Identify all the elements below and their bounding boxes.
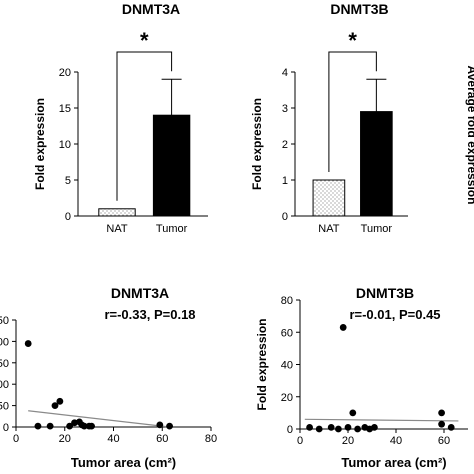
bar [312,179,346,217]
data-point [339,324,347,331]
panel-subtitle: r=-0.33, P=0.18 [104,307,195,322]
data-point [447,423,455,431]
x-tick-label: 0 [13,433,19,445]
bar [152,114,191,217]
y-tick-label: 20 [281,392,293,404]
y-tick-label: 10 [59,139,71,151]
data-point [438,420,445,428]
regression-line [304,418,459,422]
y-tick-label: 2 [282,139,288,151]
y-axis: 0 50 100 150 200 250 [0,315,17,434]
y-tick-label: 200 [0,336,9,348]
x-tick-label: NAT [106,223,127,235]
data-point [349,409,357,417]
panel-title: DNMT3A [122,1,180,17]
data-point [66,422,74,430]
panel-title: DNMT3B [330,1,388,17]
panel-title: DNMT3B [356,285,414,301]
data-point [354,425,361,433]
regression-line [28,410,170,428]
x-tick-label: Tumor [361,223,393,235]
y-tick-label: 50 [0,401,9,413]
y-tick-label: 20 [59,67,71,79]
y-tick-label: 0 [282,211,288,223]
data-point [438,409,445,417]
y-tick-label: 100 [0,379,9,391]
y-tick-label: 80 [281,295,293,307]
y-axis-label: Fold expression [33,98,47,190]
data-point [306,423,313,431]
x-tick-label: Tumor [156,223,188,235]
x-tick-label: 0 [297,435,303,447]
data-point [46,422,54,430]
x-tick-label: NAT [318,223,339,235]
y-tick-label: 4 [282,67,288,79]
data-point [34,422,42,430]
data-point [315,425,323,433]
y-tick-label: 40 [281,360,293,372]
data-point [156,421,164,429]
y-tick-label: 0 [65,211,71,223]
x-axis-label: Tumor area (cm²) [71,455,176,470]
y-tick-label: 0 [287,424,293,436]
data-point [51,402,59,409]
y-tick-label: 0 [3,422,9,434]
data-point [327,423,335,431]
y-tick-label: 1 [282,175,288,187]
data-point [80,422,88,430]
data-point [335,425,342,433]
significance-marker: * [348,28,357,53]
y-tick-label: 250 [0,315,9,327]
y-axis-label-clipped: Average fold expression [465,66,474,205]
x-axis-label: Tumor area (cm²) [341,455,446,470]
x-tick-label: 60 [156,433,168,445]
x-tick-label: 60 [438,435,450,447]
x-tick-label: 20 [342,435,354,447]
y-axis-label: Fold expression [250,98,264,190]
panel-subtitle: r=-0.01, P=0.45 [349,307,440,322]
bar [360,111,393,217]
data-point [88,422,95,430]
y-tick-label: 5 [65,175,71,187]
y-axis: 0 1 2 3 4 Fold expression [250,67,296,223]
y-tick-label: 60 [281,327,293,339]
significance-marker: * [140,28,149,53]
y-tick-label: 150 [0,358,9,370]
data-point [56,397,64,405]
y-axis: 0 20 40 60 80 Fold expression [255,295,301,436]
y-tick-label: 15 [59,103,71,115]
data-point [344,423,352,431]
data-point [166,422,173,430]
x-tick-label: 40 [390,435,402,447]
bar [98,208,136,217]
x-tick-label: 80 [205,433,217,445]
significance-bracket [328,51,377,172]
data-point [24,340,32,347]
x-tick-label: 40 [107,433,119,445]
y-axis: 0 5 10 15 20 Fold expression [33,67,79,223]
y-tick-label: 3 [282,103,288,115]
panel-title: DNMT3A [111,285,169,301]
data-point [371,423,378,431]
significance-bracket [116,51,173,201]
x-tick-label: 20 [59,433,71,445]
y-axis-label: Fold expression [255,318,269,410]
